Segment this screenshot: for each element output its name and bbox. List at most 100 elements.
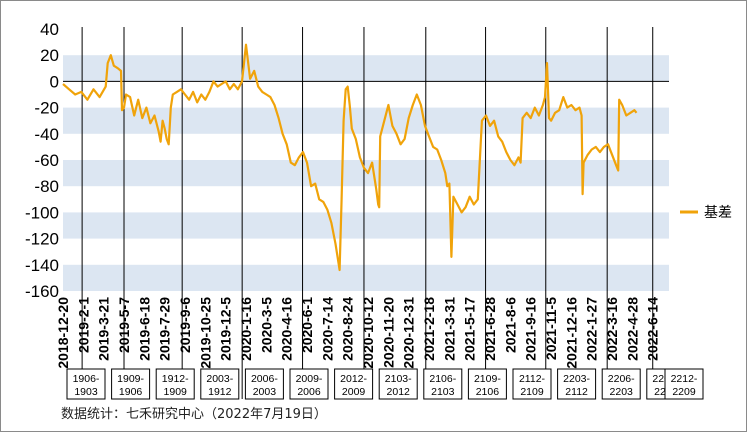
contract-label: 2112 bbox=[565, 386, 588, 398]
y-tick-label: -100 bbox=[25, 203, 59, 222]
contract-box bbox=[378, 368, 418, 400]
contract-label: 2109- bbox=[474, 373, 501, 385]
x-tick-label: 2020-4-16 bbox=[279, 297, 295, 361]
contract-label: 1909 bbox=[164, 386, 188, 398]
contract-box bbox=[423, 368, 463, 400]
x-tick-label: 2020-12-31 bbox=[401, 297, 417, 369]
y-tick-label: 0 bbox=[50, 72, 59, 91]
x-tick-label: 2018-12-20 bbox=[55, 297, 71, 369]
x-tick-label: 2020-6-1 bbox=[299, 297, 315, 353]
contract-label: 2103 bbox=[431, 386, 455, 398]
contract-label: 2003- bbox=[206, 373, 233, 385]
contract-label: 2012- bbox=[340, 373, 367, 385]
x-tick-label: 2022-1-27 bbox=[584, 297, 600, 361]
contract-box bbox=[155, 368, 195, 400]
contract-box bbox=[512, 368, 552, 400]
y-tick-label: -120 bbox=[25, 230, 59, 249]
contract-roll-lines bbox=[81, 27, 654, 399]
series-line-basis bbox=[62, 43, 638, 272]
source-note: 数据统计：七禾研究中心（2022年7月19日） bbox=[61, 407, 327, 422]
contract-label: 1912 bbox=[208, 386, 232, 398]
x-tick-label: 2019-7-29 bbox=[157, 297, 173, 361]
y-tick-label: -40 bbox=[34, 125, 59, 144]
contract-label: 2003 bbox=[253, 386, 277, 398]
series-layer bbox=[62, 43, 638, 272]
contract-box bbox=[334, 368, 374, 400]
x-tick-label: 2020-1-16 bbox=[238, 297, 254, 361]
legend-label: 基差 bbox=[704, 204, 732, 221]
x-tick-label: 2021-5-17 bbox=[462, 297, 478, 361]
contract-box bbox=[111, 368, 151, 400]
contract-period-boxes: 1906-1903 1909-1906 1912-1909 2003-1912 2006… bbox=[66, 368, 704, 400]
x-tick-label: 2022-3-16 bbox=[604, 297, 620, 361]
x-tick-label: 2021-11-5 bbox=[543, 297, 559, 360]
y-tick-label: -60 bbox=[34, 151, 59, 170]
x-tick-label: 2020-7-14 bbox=[319, 297, 335, 361]
x-tick-label: 2019-5-7 bbox=[116, 297, 132, 353]
y-tick-label: -140 bbox=[25, 256, 59, 275]
contract-label: 1909- bbox=[117, 373, 144, 385]
x-tick-label: 2019-3-21 bbox=[96, 297, 112, 361]
x-tick-label: 2019-6-18 bbox=[136, 297, 152, 361]
contract-box bbox=[289, 368, 329, 400]
contract-box bbox=[200, 368, 240, 400]
contract-box bbox=[66, 368, 106, 400]
x-tick-label: 2021-6-28 bbox=[482, 297, 498, 361]
y-tick-label: -160 bbox=[25, 282, 59, 301]
grid-band bbox=[63, 160, 669, 187]
x-tick-label: 2022-4-28 bbox=[624, 297, 640, 361]
contract-label: 2006 bbox=[297, 386, 321, 398]
contract-label: 2103- bbox=[385, 373, 412, 385]
contract-box bbox=[244, 368, 284, 400]
contract-label: 2212- bbox=[671, 373, 698, 385]
grid-bands bbox=[63, 55, 669, 291]
contract-label: 1903 bbox=[74, 386, 98, 398]
contract-label: 2203- bbox=[563, 373, 590, 385]
contract-label: 2112- bbox=[519, 373, 546, 385]
x-tick-label: 2019-2-1 bbox=[75, 297, 91, 353]
contract-label: 2106- bbox=[429, 373, 456, 385]
contract-label: 2209 bbox=[672, 386, 696, 398]
contract-box bbox=[664, 368, 704, 400]
x-tick-label: 2020-3-5 bbox=[258, 297, 274, 353]
contract-label: 1912- bbox=[162, 373, 189, 385]
x-tick-label: 2020-8-24 bbox=[340, 297, 356, 361]
x-tick-label: 2022-6-14 bbox=[645, 297, 661, 361]
contract-box bbox=[601, 368, 641, 400]
contract-label: 2203 bbox=[610, 386, 634, 398]
contract-label: 2109 bbox=[520, 386, 544, 398]
x-tick-label: 2020-10-12 bbox=[360, 297, 376, 369]
grid-band bbox=[63, 264, 669, 291]
grid-band bbox=[63, 55, 669, 82]
contract-label: 2206- bbox=[608, 373, 635, 385]
x-tick-label: 2021-9-16 bbox=[523, 297, 539, 361]
contract-label: 2006- bbox=[251, 373, 278, 385]
contract-label: 2009 bbox=[342, 386, 366, 398]
contract-label: 2106 bbox=[476, 386, 500, 398]
y-tick-label: -80 bbox=[34, 177, 59, 196]
contract-box bbox=[467, 368, 507, 400]
grid-band bbox=[63, 212, 669, 239]
x-tick-label: 2021-12-16 bbox=[563, 297, 579, 369]
contract-label: 1906 bbox=[119, 386, 143, 398]
y-tick-label: -20 bbox=[34, 99, 59, 118]
x-tick-label: 2020-11-20 bbox=[380, 297, 396, 368]
y-tick-label: 40 bbox=[40, 20, 59, 39]
contract-label: 1906- bbox=[73, 373, 100, 385]
y-axis-ticks: 40 20 0 -20 -40 -60 -80 -100 -120 -140 -160 bbox=[25, 20, 59, 301]
contract-label: 2012 bbox=[387, 386, 411, 398]
y-tick-label: 20 bbox=[40, 46, 59, 65]
legend: 基差 bbox=[680, 204, 732, 221]
x-tick-label: 2021-8-6 bbox=[502, 297, 518, 353]
x-axis-ticks: 2018-12-20 2019-2-1 2019-3-21 2019-5-7 2019-… bbox=[55, 297, 661, 369]
x-tick-label: 2019-9-6 bbox=[177, 297, 193, 353]
contract-box bbox=[557, 368, 597, 400]
x-tick-label: 2021-2-18 bbox=[421, 297, 437, 361]
contract-label: 2009- bbox=[296, 373, 323, 385]
grid-band bbox=[63, 107, 669, 134]
x-tick-label: 2019-10-25 bbox=[197, 297, 213, 369]
x-tick-label: 2021-3-31 bbox=[441, 297, 457, 361]
x-tick-label: 2019-12-5 bbox=[218, 297, 234, 361]
